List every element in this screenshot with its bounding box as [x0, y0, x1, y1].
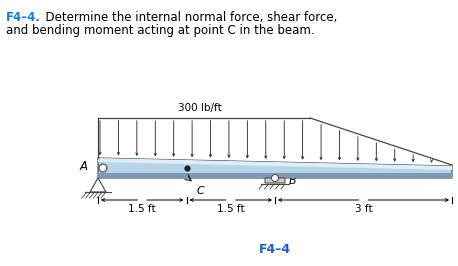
Text: B: B: [289, 177, 297, 186]
Polygon shape: [98, 158, 452, 170]
Text: 300 lb/ft: 300 lb/ft: [178, 103, 222, 113]
Circle shape: [272, 174, 278, 181]
Text: C: C: [196, 186, 204, 196]
Text: 1.5 ft: 1.5 ft: [217, 204, 245, 214]
Polygon shape: [98, 158, 452, 178]
Text: 1.5 ft: 1.5 ft: [128, 204, 156, 214]
Circle shape: [99, 164, 107, 172]
Text: and bending moment acting at point C in the beam.: and bending moment acting at point C in …: [6, 24, 315, 37]
Text: 3 ft: 3 ft: [354, 204, 372, 214]
Polygon shape: [90, 178, 106, 192]
Text: F4–4.: F4–4.: [6, 11, 41, 24]
Text: Determine the internal normal force, shear force,: Determine the internal normal force, she…: [38, 11, 338, 24]
Polygon shape: [98, 173, 452, 178]
Text: A: A: [80, 160, 88, 172]
Text: F4–4: F4–4: [259, 243, 291, 256]
FancyBboxPatch shape: [265, 178, 285, 183]
